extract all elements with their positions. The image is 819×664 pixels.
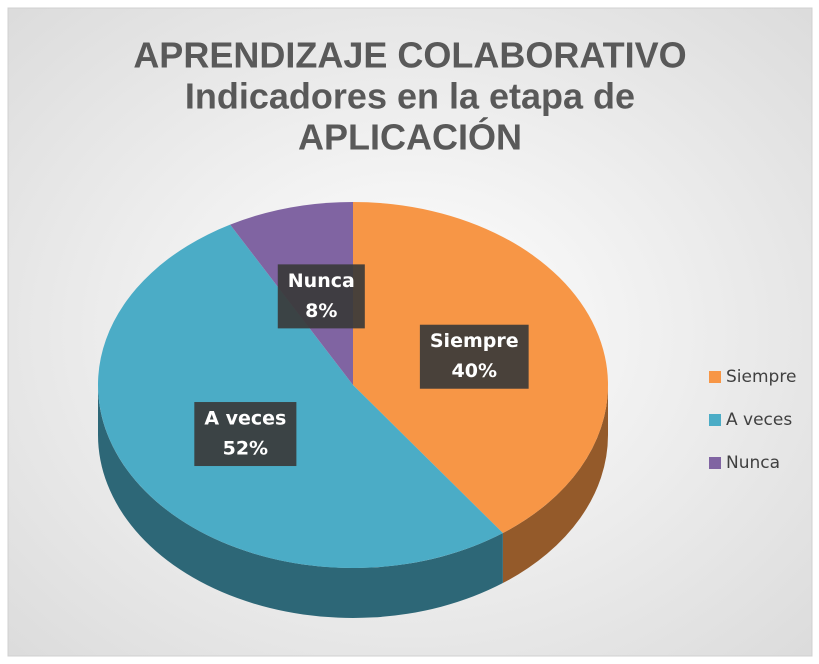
- legend-label: Siempre: [726, 367, 796, 387]
- chart-title: APLICACIÓN: [298, 116, 522, 158]
- legend-swatch: [709, 457, 721, 469]
- data-label-box: [277, 264, 365, 329]
- legend-swatch: [709, 414, 721, 426]
- data-label-name: Siempre: [430, 330, 519, 352]
- data-label-name: Nunca: [288, 270, 355, 292]
- legend-swatch: [709, 371, 721, 383]
- chart-title: APRENDIZAJE COLABORATIVO: [133, 35, 686, 76]
- chart-title: Indicadores en la etapa de: [185, 76, 635, 117]
- data-label-value: 52%: [223, 438, 268, 460]
- slice-side: [502, 385, 608, 584]
- data-label-box: [194, 402, 297, 467]
- legend-label: A veces: [726, 410, 792, 430]
- data-label-value: 8%: [305, 300, 337, 322]
- slice: [98, 224, 503, 568]
- legend-label: Nunca: [726, 453, 780, 473]
- data-label-value: 40%: [452, 360, 497, 382]
- data-label-box: [419, 324, 529, 389]
- data-label-name: A veces: [204, 408, 286, 430]
- slice-side: [98, 385, 503, 618]
